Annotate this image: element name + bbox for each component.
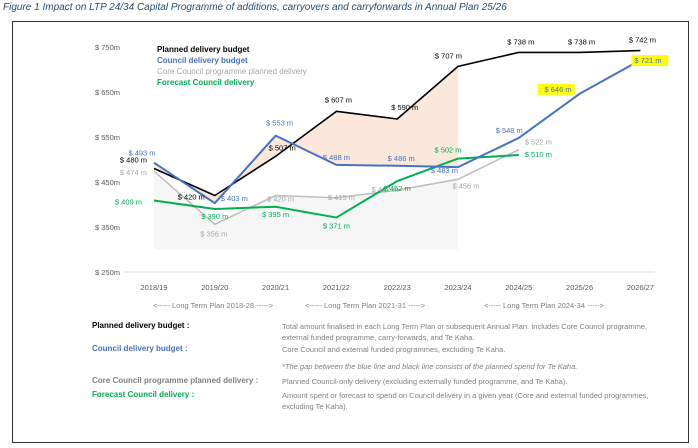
data-label: $ 510 m bbox=[525, 150, 552, 159]
x-tick-label: 2018/19 bbox=[140, 283, 167, 292]
series-line-2 bbox=[153, 148, 520, 226]
definition-text: Total amount finalised in each Long Term… bbox=[282, 322, 648, 342]
data-label: $ 507 m bbox=[269, 143, 296, 152]
data-label: $ 474 m bbox=[120, 168, 147, 177]
definition-term: Forecast Council delivery : bbox=[92, 390, 195, 399]
x-tick-label: 2022/23 bbox=[384, 283, 411, 292]
data-label: $ 502 m bbox=[434, 146, 461, 155]
data-label: $ 403 m bbox=[221, 194, 248, 203]
x-tick-label: 2023/24 bbox=[444, 283, 471, 292]
y-tick-label: $ 350m bbox=[95, 223, 120, 232]
definition-text: Planned Council-only delivery (excluding… bbox=[282, 377, 568, 386]
data-label: $ 390 m bbox=[201, 212, 228, 221]
core-shading-area bbox=[154, 171, 458, 250]
te-kaha-note: *The gap between the blue line and black… bbox=[282, 362, 578, 371]
data-label: $ 646 m bbox=[544, 85, 571, 94]
x-tick-label: 2024/25 bbox=[505, 283, 532, 292]
data-label: $ 522 m bbox=[525, 138, 552, 147]
data-label: $ 742 m bbox=[629, 36, 656, 45]
period-label: <----- Long Term Plan 2018-28 -----> bbox=[153, 301, 274, 310]
y-tick-label: $ 450m bbox=[95, 178, 120, 187]
data-label: $ 738 m bbox=[568, 37, 595, 46]
data-label: $ 721 m bbox=[634, 56, 661, 65]
x-tick-label: 2019/20 bbox=[201, 283, 228, 292]
data-label: $ 488 m bbox=[323, 153, 350, 162]
period-label: <----- Long Term Plan 2021-31 -----> bbox=[305, 301, 426, 310]
y-tick-label: $ 550m bbox=[95, 133, 120, 142]
data-label: $ 738 m bbox=[507, 37, 534, 46]
definition-term: Planned delivery budget : bbox=[92, 321, 190, 330]
x-tick-label: 2025/26 bbox=[566, 283, 593, 292]
data-label: $ 356 m bbox=[200, 229, 227, 238]
y-tick-label: $ 650m bbox=[95, 88, 120, 97]
data-label: $ 483 m bbox=[431, 166, 458, 175]
legend-forecast-council-delivery: Forecast Council delivery bbox=[157, 78, 255, 87]
data-label: $ 480 m bbox=[120, 156, 147, 165]
data-label: $ 452 m bbox=[384, 184, 411, 193]
legend-core-council-programme: Core Council programme planned delivery bbox=[157, 67, 307, 76]
data-label: $ 493 m bbox=[128, 149, 155, 158]
data-label: $ 590 m bbox=[391, 103, 418, 112]
definition-term: Core Council programme planned delivery … bbox=[92, 376, 259, 385]
highlight-box bbox=[537, 83, 575, 95]
figure-caption: Figure 1 Impact on LTP 24/34 Capital Pro… bbox=[3, 2, 507, 13]
series-line-0 bbox=[153, 49, 641, 197]
data-label: $ 432 m bbox=[372, 185, 399, 194]
data-label: $ 395 m bbox=[262, 210, 289, 219]
data-label: $ 415 m bbox=[328, 193, 355, 202]
data-label: $ 607 m bbox=[325, 95, 352, 104]
data-label: $ 553 m bbox=[266, 119, 293, 128]
y-tick-label: $ 250m bbox=[95, 268, 120, 277]
data-label: $ 456 m bbox=[452, 181, 479, 190]
data-label: $ 409 m bbox=[115, 197, 142, 206]
period-label: <----- Long Term Plan 2024-34 -----> bbox=[484, 301, 605, 310]
highlight-box bbox=[631, 55, 669, 67]
data-label: $ 548 m bbox=[496, 126, 523, 135]
data-label: $ 371 m bbox=[323, 222, 350, 231]
data-label: $ 420 m bbox=[267, 195, 294, 204]
data-label: $ 486 m bbox=[388, 154, 415, 163]
x-tick-label: 2026/27 bbox=[627, 283, 654, 292]
definition-text: Core Council and external funded program… bbox=[282, 345, 506, 354]
series-line-1 bbox=[153, 59, 641, 205]
series-line-3 bbox=[153, 154, 519, 219]
legend-council-delivery-budget: Council delivery budget bbox=[157, 56, 248, 65]
data-label: $ 707 m bbox=[435, 51, 462, 60]
y-tick-label: $ 750m bbox=[95, 43, 120, 52]
definition-term: Council delivery budget : bbox=[92, 344, 188, 353]
x-tick-label: 2020/21 bbox=[262, 283, 289, 292]
legend-planned-delivery-budget: Planned delivery budget bbox=[157, 45, 250, 54]
data-label: $ 420 m bbox=[178, 193, 205, 202]
x-tick-label: 2021/22 bbox=[323, 283, 350, 292]
definition-text: Amount spent or forecast to spend on Cou… bbox=[282, 391, 649, 411]
